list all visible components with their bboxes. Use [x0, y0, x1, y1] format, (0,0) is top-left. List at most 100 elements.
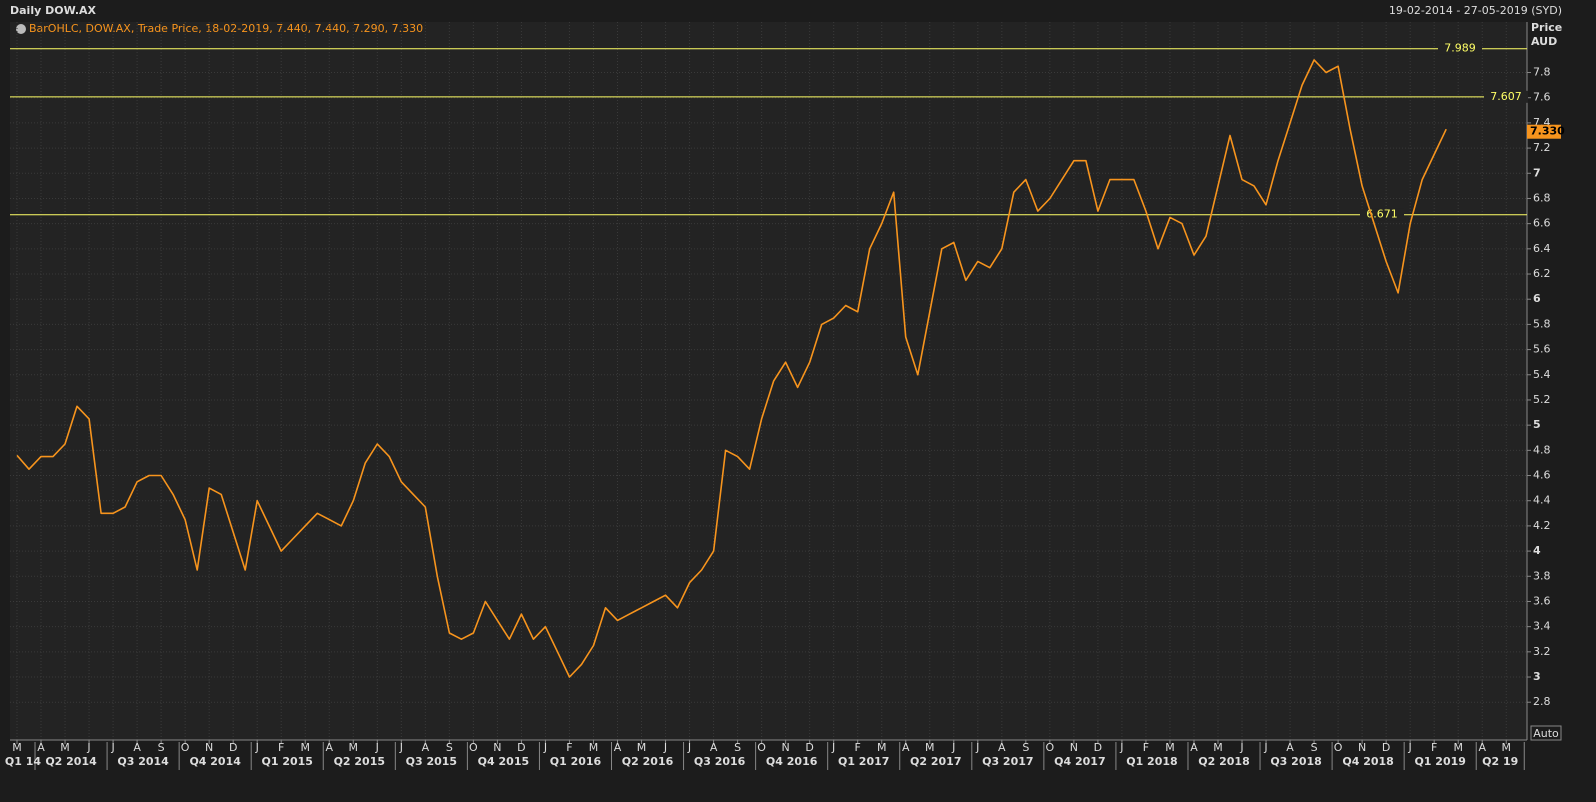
y-tick-label: 7.6	[1533, 91, 1551, 104]
x-tick-label: S	[158, 741, 165, 754]
x-tick-label: A	[1478, 741, 1486, 754]
x-tick-label: A	[1286, 741, 1294, 754]
x-tick-label: O	[181, 741, 190, 754]
x-tick-label: J	[1239, 741, 1243, 754]
y-tick-label: 6	[1533, 292, 1541, 305]
quarter-label: Q1 2015	[262, 755, 313, 768]
quarter-label: Q1 2016	[550, 755, 602, 768]
x-tick-label: F	[278, 741, 284, 754]
x-tick-label: M	[1501, 741, 1511, 754]
x-tick-label: J	[86, 741, 90, 754]
level-label: 7.989	[1444, 42, 1476, 55]
x-tick-label: D	[1094, 741, 1102, 754]
x-tick-label: J	[831, 741, 835, 754]
y-tick-label: 7.8	[1533, 66, 1551, 79]
x-tick-label: F	[566, 741, 572, 754]
x-tick-label: M	[925, 741, 935, 754]
y-tick-label: 6.8	[1533, 191, 1551, 204]
last-price-tag	[1527, 124, 1561, 139]
quarter-label: Q4 2018	[1342, 755, 1393, 768]
y-tick-label: 5	[1533, 418, 1541, 431]
y-tick-label: 4.6	[1533, 469, 1551, 482]
quarter-label: Q4 2016	[766, 755, 818, 768]
x-tick-label: A	[614, 741, 622, 754]
x-tick-label: A	[325, 741, 333, 754]
quarter-label: Q3 2017	[982, 755, 1033, 768]
scale-mode-box[interactable]	[1530, 725, 1562, 741]
x-tick-label: O	[469, 741, 478, 754]
x-tick-label: J	[663, 741, 667, 754]
price-line	[16, 59, 1447, 678]
x-tick-label: D	[229, 741, 237, 754]
scale-mode[interactable]: Auto	[1533, 727, 1559, 740]
x-tick-label: A	[902, 741, 910, 754]
x-tick-label: J	[1119, 741, 1123, 754]
y-tick-label: 6.6	[1533, 217, 1551, 230]
y-tick-label: 4.4	[1533, 494, 1551, 507]
y-tick-label: 4	[1533, 544, 1541, 557]
x-tick-label: S	[1022, 741, 1029, 754]
x-tick-label: O	[757, 741, 766, 754]
quarter-label: Q3 2018	[1270, 755, 1321, 768]
quarter-label: Q2 2016	[622, 755, 674, 768]
y-axis-label: Price	[1531, 21, 1562, 34]
level-label-bg	[1484, 90, 1528, 103]
y-tick-label: 7.2	[1533, 141, 1551, 154]
x-tick-label: S	[446, 741, 453, 754]
quarter-label: Q3 2015	[406, 755, 457, 768]
y-tick-label: 6.2	[1533, 267, 1551, 280]
x-tick-label: A	[133, 741, 141, 754]
y-tick-label: 3.6	[1533, 594, 1551, 607]
x-tick-label: F	[1431, 741, 1437, 754]
quarter-label: Q4 2014	[189, 755, 241, 768]
chart-title: Daily DOW.AX	[10, 4, 97, 17]
plot-area	[10, 22, 1527, 740]
quarter-label: Q1 2019	[1414, 755, 1465, 768]
y-tick-label: 6.4	[1533, 242, 1551, 255]
x-tick-label: A	[1190, 741, 1198, 754]
quarter-label: Q1 2018	[1126, 755, 1177, 768]
y-tick-label: 3.4	[1533, 620, 1551, 633]
x-tick-label: M	[1165, 741, 1175, 754]
y-tick-label: 5.8	[1533, 317, 1551, 330]
quarter-label: Q2 2014	[45, 755, 97, 768]
x-tick-label: M	[1213, 741, 1223, 754]
x-tick-label: N	[1070, 741, 1078, 754]
quarter-label: Q1 14	[5, 755, 41, 768]
quarter-label: Q2 2015	[334, 755, 385, 768]
quarter-label: Q1 2017	[838, 755, 889, 768]
x-tick-label: N	[782, 741, 790, 754]
last-price-label: 7.330	[1530, 125, 1565, 138]
x-tick-label: N	[205, 741, 213, 754]
x-tick-label: A	[998, 741, 1006, 754]
date-range: 19-02-2014 - 27-05-2019 (SYD)	[1389, 4, 1562, 17]
x-tick-label: J	[543, 741, 547, 754]
quarter-label: Q3 2014	[117, 755, 169, 768]
x-tick-label: J	[399, 741, 403, 754]
quarter-label: Q2 2017	[910, 755, 961, 768]
y-tick-label: 2.8	[1533, 695, 1551, 708]
y-tick-label: 7	[1533, 166, 1541, 179]
level-label-bg	[1438, 42, 1482, 55]
x-tick-label: J	[1408, 741, 1412, 754]
x-tick-label: M	[1453, 741, 1463, 754]
y-tick-label: 5.6	[1533, 343, 1551, 356]
x-tick-label: M	[60, 741, 70, 754]
x-tick-label: M	[12, 741, 22, 754]
x-tick-label: O	[1334, 741, 1343, 754]
x-tick-label: J	[255, 741, 259, 754]
x-tick-label: A	[710, 741, 718, 754]
x-tick-label: F	[1143, 741, 1149, 754]
quarter-label: Q4 2015	[478, 755, 529, 768]
x-tick-label: M	[637, 741, 647, 754]
x-tick-label: O	[1046, 741, 1055, 754]
y-tick-label: 3	[1533, 670, 1541, 683]
quarter-label: Q3 2016	[694, 755, 746, 768]
y-tick-label: 5.4	[1533, 368, 1551, 381]
x-tick-label: M	[877, 741, 887, 754]
y-tick-label: 5.2	[1533, 393, 1551, 406]
x-tick-label: J	[1263, 741, 1267, 754]
quarter-label: Q2 19	[1482, 755, 1518, 768]
x-tick-label: A	[37, 741, 45, 754]
